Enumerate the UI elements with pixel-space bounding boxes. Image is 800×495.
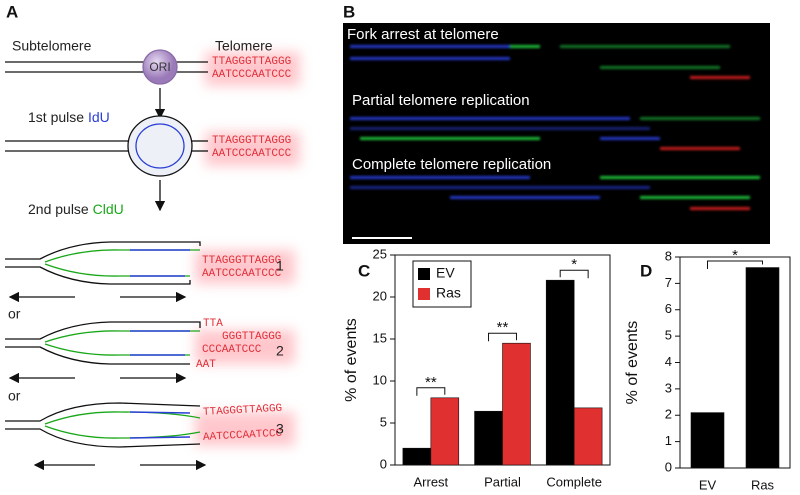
x-tick-label: Arrest xyxy=(413,474,448,489)
row-number: 1 xyxy=(778,37,785,52)
panel-b-title: Fork arrest at telomere xyxy=(347,26,499,43)
y-axis-label: % of events xyxy=(343,318,360,402)
row-number: 1 xyxy=(778,168,785,183)
x-tick-label: Complete xyxy=(546,474,602,489)
label: Subtelomere xyxy=(12,38,92,54)
y-tick-label: 7 xyxy=(665,275,672,290)
significance-label: * xyxy=(732,247,738,264)
sequence: CCCAATCCC xyxy=(202,344,262,356)
panel-label: C xyxy=(358,261,370,280)
sequence: TTAGGGTTAGGG xyxy=(212,56,291,68)
significance-bracket xyxy=(559,269,589,279)
x-tick-label: EV xyxy=(699,477,717,492)
y-tick-label: 4 xyxy=(665,354,672,369)
bar xyxy=(430,397,460,466)
ori-label: ORI xyxy=(149,60,170,74)
bar xyxy=(690,412,725,469)
or-label: or xyxy=(8,306,21,322)
pulse-dye: CldU xyxy=(93,201,124,217)
sequence: TTAGGGTTAGGG xyxy=(212,135,291,147)
panel-b-title: Complete telomere replication xyxy=(352,156,551,173)
fork-2 xyxy=(5,321,201,365)
sequence: GGGTTAGGG xyxy=(222,331,281,343)
sequence: AATCCCAATCCC xyxy=(202,268,282,280)
row-number: 2 xyxy=(778,119,785,134)
pulse-text: 1st pulse xyxy=(28,109,84,125)
y-tick-label: 0 xyxy=(380,456,387,471)
significance-label: ** xyxy=(425,374,437,391)
y-tick-label: 3 xyxy=(665,380,672,395)
legend-swatch xyxy=(418,288,430,300)
x-tick-label: Ras xyxy=(751,477,775,492)
pulse-text: 2nd pulse xyxy=(28,201,89,217)
panel-a xyxy=(5,49,300,471)
significance-label: ** xyxy=(497,319,509,336)
y-tick-label: 2 xyxy=(665,407,672,422)
sequence: TTAGGGTTAGGG xyxy=(202,255,281,267)
outcome-number: 1 xyxy=(276,258,284,274)
bar xyxy=(545,279,575,466)
legend-label: Ras xyxy=(436,285,461,301)
y-tick-label: 5 xyxy=(380,414,387,429)
panel-b xyxy=(343,23,770,244)
y-tick-label: 8 xyxy=(665,248,672,263)
sequence: TTA xyxy=(203,318,223,330)
row-number: 4 xyxy=(778,200,785,215)
row-number: 1 xyxy=(778,108,785,123)
row-number: 3 xyxy=(778,58,785,73)
significance-label: * xyxy=(571,256,577,273)
y-tick-label: 5 xyxy=(665,328,672,343)
panel-label: B xyxy=(343,2,355,21)
bar xyxy=(474,410,503,466)
bar xyxy=(745,267,780,469)
y-tick-label: 20 xyxy=(373,288,387,303)
sequence: AATCCCAATCCC xyxy=(203,428,283,444)
pulse-label: 1st pulse IdU xyxy=(28,109,110,125)
legend-label: EV xyxy=(436,265,455,281)
outcome-number: 3 xyxy=(276,421,284,437)
significance-bracket xyxy=(707,260,763,269)
sequence: AATCCCAATCCC xyxy=(212,69,292,81)
fork-3 xyxy=(5,402,201,448)
panel-b-title: Partial telomere replication xyxy=(352,92,530,109)
panel-label: A xyxy=(6,2,18,21)
sequence: TTAGGGTTAGGG xyxy=(203,403,283,419)
significance-bracket xyxy=(488,332,517,342)
x-tick-label: Partial xyxy=(484,474,521,489)
y-tick-label: 15 xyxy=(373,330,387,345)
pulse-label: 2nd pulse CldU xyxy=(28,201,124,217)
row-number: 2 xyxy=(778,179,785,194)
row-number: 4 xyxy=(778,69,785,84)
y-tick-label: 25 xyxy=(373,246,387,261)
or-label: or xyxy=(8,388,21,404)
pulse-dye: IdU xyxy=(88,109,110,125)
outcome-number: 2 xyxy=(276,343,284,359)
y-tick-label: 1 xyxy=(665,433,672,448)
row-number: 4 xyxy=(778,140,785,155)
y-tick-label: 0 xyxy=(665,459,672,474)
sequence: AAT xyxy=(196,359,216,371)
panel-label: D xyxy=(640,261,652,280)
bar xyxy=(573,407,603,466)
row-number: 3 xyxy=(778,129,785,144)
y-axis-label: % of events xyxy=(624,321,641,405)
sequence: AATCCCAATCCC xyxy=(212,148,292,160)
legend-swatch xyxy=(418,268,430,280)
label: Telomere xyxy=(215,38,273,54)
row-number: 3 xyxy=(778,189,785,204)
bar xyxy=(402,447,432,466)
fork-1 xyxy=(5,241,201,285)
y-tick-label: 10 xyxy=(373,372,387,387)
y-tick-label: 6 xyxy=(665,301,672,316)
row-number: 2 xyxy=(778,48,785,63)
bar xyxy=(502,342,531,466)
significance-bracket xyxy=(416,387,446,396)
